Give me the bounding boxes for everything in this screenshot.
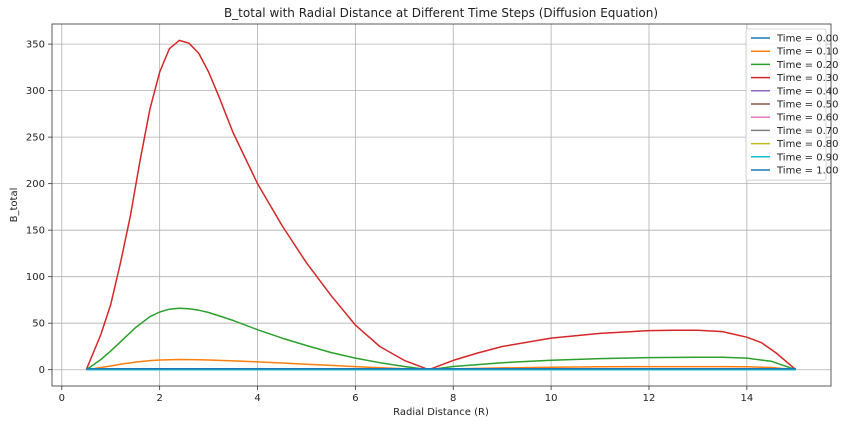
- legend-box: [745, 28, 827, 181]
- y-tick-label: 200: [26, 179, 45, 190]
- x-tick-label: 10: [545, 393, 558, 404]
- x-axis: 0 2 4 6 8 10 12 14: [59, 386, 753, 404]
- y-tick-label: 250: [26, 133, 45, 144]
- legend-entry: Time = 0.40: [776, 86, 838, 97]
- x-tick-label: 12: [643, 393, 656, 404]
- legend-entry: Time = 0.50: [776, 100, 838, 111]
- y-tick-label: 350: [26, 40, 45, 51]
- y-tick-label: 150: [26, 226, 45, 237]
- y-tick-label: 300: [26, 86, 45, 97]
- series-line-1: [86, 358, 796, 371]
- x-tick-label: 2: [156, 393, 162, 404]
- y-tick-label: 100: [26, 272, 45, 283]
- grid: [52, 24, 831, 386]
- x-axis-label: Radial Distance (R): [393, 407, 489, 418]
- y-tick-label: 50: [32, 319, 45, 330]
- y-axis: 0 50 100 150 200 250 300 350: [26, 40, 52, 376]
- series-line-2: [85, 307, 797, 371]
- x-tick-label: 14: [740, 393, 753, 404]
- y-axis-label: B_total: [9, 188, 20, 223]
- plot-frame: [51, 23, 832, 387]
- legend-entry: Time = 0.60: [776, 113, 838, 124]
- legend-entry: Time = 0.20: [776, 60, 838, 71]
- x-tick-label: 0: [59, 393, 65, 404]
- x-tick-label: 4: [254, 393, 260, 404]
- y-tick-label: 0: [39, 365, 45, 376]
- series-line-3: [85, 39, 797, 371]
- x-tick-label: 6: [352, 393, 358, 404]
- chart-title: B_total with Radial Distance at Differen…: [224, 6, 658, 20]
- legend-entry: Time = 0.00: [776, 34, 838, 45]
- legend-entry: Time = 0.70: [776, 126, 838, 137]
- legend-entry: Time = 1.00: [776, 166, 838, 177]
- legend-entry: Time = 0.90: [776, 152, 838, 163]
- legend-entry: Time = 0.80: [776, 139, 838, 150]
- legend: Time = 0.00 Time = 0.10 Time = 0.20 Time = …: [745, 28, 838, 181]
- legend-entry: Time = 0.30: [776, 73, 838, 84]
- legend-entry: Time = 0.10: [776, 47, 838, 58]
- series-layer: [85, 39, 797, 371]
- x-tick-label: 8: [450, 393, 456, 404]
- plot-area: [52, 24, 831, 386]
